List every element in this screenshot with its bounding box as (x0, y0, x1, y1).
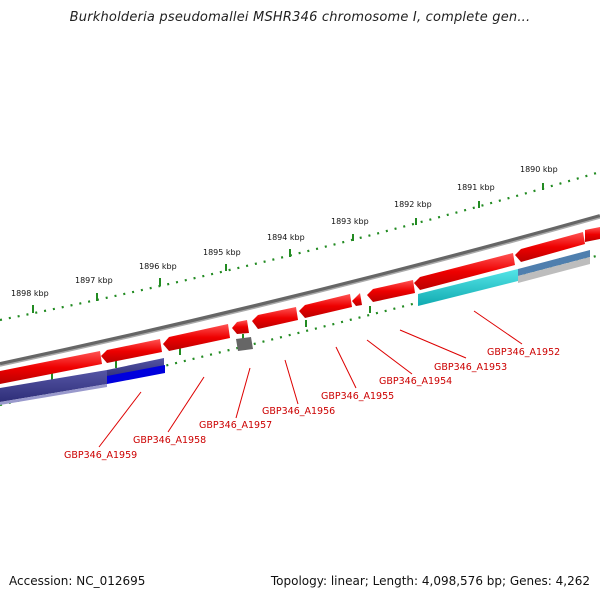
gene-arrow[interactable] (163, 324, 230, 351)
ruler-label: 1898 kbp (11, 289, 49, 298)
gene-arrow[interactable] (367, 280, 415, 302)
ruler-label: 1890 kbp (520, 165, 558, 174)
gene-arrow[interactable] (515, 232, 585, 262)
label-leader-lines (98, 310, 523, 448)
ruler-label: 1894 kbp (267, 233, 305, 242)
gene-arrow[interactable] (414, 253, 515, 290)
topology-text: Topology: linear; Length: 4,098,576 bp; … (270, 574, 590, 588)
ruler-major-ticks-top (32, 183, 544, 313)
feature-block-navy[interactable] (107, 358, 164, 378)
gene-label[interactable]: GBP346_A1956 (262, 406, 335, 417)
ruler-line-top (0, 170, 600, 322)
feature-block-gray[interactable] (236, 337, 253, 351)
feature-block-cyan[interactable] (418, 269, 518, 306)
gene-label[interactable]: GBP346_A1955 (321, 391, 394, 402)
ruler-label: 1896 kbp (139, 262, 177, 271)
map-title: Burkholderia pseudomallei MSHR346 chromo… (69, 10, 531, 25)
gene-arrow[interactable] (585, 227, 600, 242)
ruler-label: 1892 kbp (394, 200, 432, 209)
forward-strand-genes[interactable] (0, 227, 600, 384)
gene-labels[interactable]: GBP346_A1952 GBP346_A1953 GBP346_A1954 G… (64, 347, 560, 461)
gene-label[interactable]: GBP346_A1953 (434, 362, 507, 373)
feature-block-steel[interactable] (518, 250, 590, 276)
accession-text: Accession: NC_012695 (9, 574, 146, 588)
gene-arrow[interactable] (101, 339, 162, 363)
feature-block-navy-long[interactable] (0, 370, 107, 402)
gene-label[interactable]: GBP346_A1959 (64, 450, 137, 461)
gene-label[interactable]: GBP346_A1957 (199, 420, 272, 431)
feature-block-blue[interactable] (107, 365, 165, 384)
reverse-strand-features[interactable] (0, 250, 590, 405)
backbone-line (0, 214, 600, 366)
feature-block-silver[interactable] (518, 257, 590, 283)
ruler-labels: 1890 kbp 1891 kbp 1892 kbp 1893 kbp 1894… (11, 165, 558, 298)
ruler-label: 1893 kbp (331, 217, 369, 226)
gene-arrow[interactable] (352, 293, 362, 306)
gene-label[interactable]: GBP346_A1958 (133, 435, 206, 446)
ruler-label: 1895 kbp (203, 248, 241, 257)
gene-arrow[interactable] (232, 320, 249, 334)
ruler-label: 1891 kbp (457, 183, 495, 192)
gene-label[interactable]: GBP346_A1952 (487, 347, 560, 358)
gene-arrow[interactable] (252, 307, 298, 329)
gene-label[interactable]: GBP346_A1954 (379, 376, 452, 387)
ruler-label: 1897 kbp (75, 276, 113, 285)
gene-arrow[interactable] (299, 294, 352, 318)
gene-arrow[interactable] (0, 351, 102, 384)
